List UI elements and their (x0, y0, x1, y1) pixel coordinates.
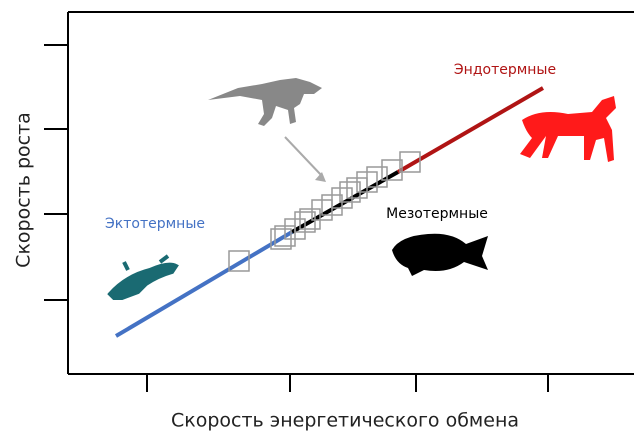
data-point (228, 250, 250, 272)
arrow-head (315, 172, 326, 182)
series-label: Эктотермные (105, 216, 205, 232)
horse-icon (520, 96, 616, 162)
fish-icon (392, 233, 488, 276)
data-point (299, 208, 321, 230)
series-label: Эндотермные (454, 62, 556, 78)
data-point (381, 159, 403, 181)
x-axis-label: Скорость энергетического обмена (171, 410, 519, 432)
series-line (396, 86, 545, 174)
y-axis-label: Скорость роста (13, 112, 35, 268)
dinosaur-icon (208, 78, 322, 126)
data-point (399, 151, 421, 173)
data-point (366, 166, 388, 188)
arrow (284, 136, 323, 177)
salamander-icon (107, 254, 179, 300)
data-point (294, 211, 316, 233)
series-label: Мезотермные (386, 206, 488, 222)
series-line (114, 230, 294, 338)
